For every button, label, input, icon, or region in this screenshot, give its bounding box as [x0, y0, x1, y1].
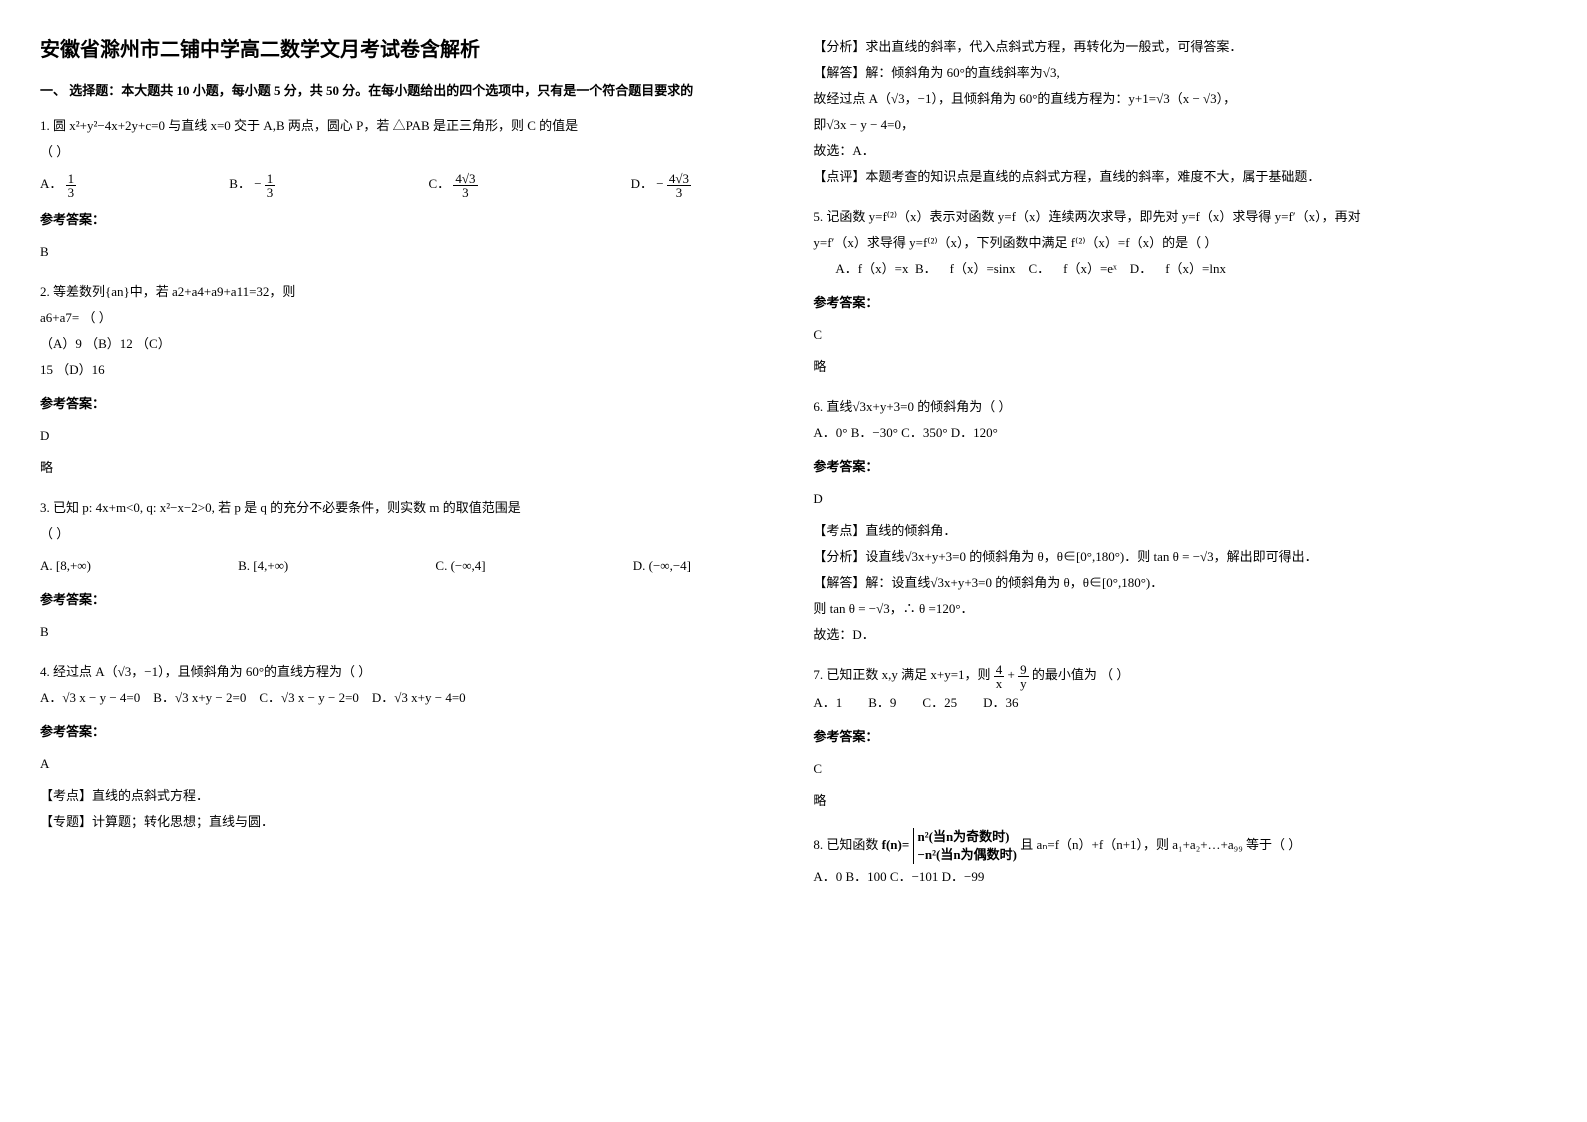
q7-ans-label: 参考答案： [813, 724, 1536, 750]
q7-choice-B: B．9 [868, 695, 896, 710]
q5-lue: 略 [813, 354, 1536, 380]
q3-paren: （ ） [40, 521, 763, 547]
q4-solution: 【分析】求出直线的斜率，代入点斜式方程，再转化为一般式，可得答案． 【解答】解：… [813, 34, 1536, 190]
q2-lue: 略 [40, 455, 763, 481]
question-5: 5. 记函数 y=f⁽²⁾（x）表示对函数 y=f（x）连续两次求导，即先对 y… [813, 204, 1536, 380]
q7-choice-C: C．25 [922, 695, 957, 710]
q1-ans: B [40, 239, 763, 265]
q2-ans: D [40, 423, 763, 449]
q4-stem: 4. 经过点 A（√3，−1），且倾斜角为 60°的直线方程为（ ） [40, 659, 763, 685]
q4-kd: 【考点】直线的点斜式方程． [40, 783, 763, 809]
q1-choices: A． 1 3 B． − 1 3 C． [40, 171, 691, 199]
q7-choice-A: A．1 [813, 695, 842, 710]
q4-ans: A [40, 751, 763, 777]
q8-case2: −n²(当n为偶数时) [918, 846, 1017, 864]
question-1: 1. 圆 x²+y²−4x+2y+c=0 与直线 x=0 交于 A,B 两点，圆… [40, 113, 763, 265]
q5-stem2: y=f′（x）求导得 y=f⁽²⁾（x），下列函数中满足 f⁽²⁾（x）=f（x… [813, 230, 1536, 256]
q6-jd: 【解答】解：设直线√3x+y+3=0 的倾斜角为 θ，θ∈[0°,180°)． [813, 570, 1536, 596]
q2-choices-2: 15 （D）16 [40, 357, 763, 383]
q4-jd: 【解答】解：倾斜角为 60°的直线斜率为√3, [813, 60, 1536, 86]
q7-choice-D: D．36 [983, 695, 1018, 710]
q8-choices: A．0 B．100 C．−101 D．−99 [813, 864, 1536, 890]
q6-kd: 【考点】直线的倾斜角． [813, 518, 1536, 544]
q1-choice-B: B． − 1 3 [229, 171, 275, 199]
q5-stem: 5. 记函数 y=f⁽²⁾（x）表示对函数 y=f（x）连续两次求导，即先对 y… [813, 204, 1536, 230]
question-3: 3. 已知 p: 4x+m<0, q: x²−x−2>0, 若 p 是 q 的充… [40, 495, 763, 645]
right-column: 【分析】求出直线的斜率，代入点斜式方程，再转化为一般式，可得答案． 【解答】解：… [813, 20, 1536, 904]
q1-stem: 1. 圆 x²+y²−4x+2y+c=0 与直线 x=0 交于 A,B 两点，圆… [40, 113, 763, 139]
q7-frac1: 4 x [994, 663, 1005, 690]
q4-choice-A: A．√3 x − y − 4=0 [40, 690, 140, 705]
q1-paren: （ ） [40, 139, 763, 165]
q5-ans: C [813, 322, 1536, 348]
q1-B-frac: 1 3 [265, 172, 276, 199]
q7-ans: C [813, 756, 1536, 782]
q3-stem: 3. 已知 p: 4x+m<0, q: x²−x−2>0, 若 p 是 q 的充… [40, 495, 763, 521]
q8-fn: f(n)= [882, 837, 910, 852]
q3-choices: A. [8,+∞) B. [4,+∞) C. (−∞,4] D. (−∞,−4] [40, 553, 691, 579]
q1-choice-A: A． 1 3 [40, 171, 76, 199]
q2-choices-1: （A）9 （B）12 （C） [40, 331, 763, 357]
q6-stem: 6. 直线√3x+y+3=0 的倾斜角为（ ） [813, 394, 1536, 420]
q4-choice-B: B．√3 x+y − 2=0 [153, 690, 246, 705]
q8-case: n²(当n为奇数时) −n²(当n为偶数时) [913, 828, 1017, 864]
question-2: 2. 等差数列{an}中，若 a2+a4+a9+a11=32，则 a6+a7= … [40, 279, 763, 481]
q4-fx: 【分析】求出直线的斜率，代入点斜式方程，再转化为一般式，可得答案． [813, 34, 1536, 60]
q3-choice-B: B. [4,+∞) [238, 553, 288, 579]
q6-choices: A．0° B．−30° C．350° D．120° [813, 420, 1536, 446]
q4-ans-label: 参考答案： [40, 719, 763, 745]
q1-choice-D: D． − 4√3 3 [631, 171, 691, 199]
q4-jd2: 故经过点 A（√3，−1），且倾斜角为 60°的直线方程为：y+1=√3（x −… [813, 86, 1536, 112]
q4-choice-D: D．√3 x+y − 4=0 [372, 690, 466, 705]
q1-C-frac: 4√3 3 [453, 172, 477, 199]
q1-D-frac: 4√3 3 [667, 172, 691, 199]
question-6: 6. 直线√3x+y+3=0 的倾斜角为（ ） A．0° B．−30° C．35… [813, 394, 1536, 648]
section-1-heading: 一、 选择题：本大题共 10 小题，每小题 5 分，共 50 分。在每小题给出的… [40, 80, 763, 99]
q7-stem: 7. 已知正数 x,y 满足 x+y=1，则 4 x + 9 y 的最小值为 （… [813, 662, 1536, 690]
q8-stem: 8. 已知函数 f(n)= n²(当n为奇数时) −n²(当n为偶数时) 且 a… [813, 828, 1536, 864]
question-4: 4. 经过点 A（√3，−1），且倾斜角为 60°的直线方程为（ ） A．√3 … [40, 659, 763, 835]
question-8: 8. 已知函数 f(n)= n²(当n为奇数时) −n²(当n为偶数时) 且 a… [813, 828, 1536, 890]
q3-choice-C: C. (−∞,4] [435, 553, 485, 579]
q3-ans-label: 参考答案： [40, 587, 763, 613]
q4-choices: A．√3 x − y − 4=0 B．√3 x+y − 2=0 C．√3 x −… [40, 685, 763, 711]
q4-dp: 【点评】本题考查的知识点是直线的点斜式方程，直线的斜率，难度不大，属于基础题． [813, 164, 1536, 190]
q2-ans-label: 参考答案： [40, 391, 763, 417]
q8-case1: n²(当n为奇数时) [918, 828, 1017, 846]
q4-jd4: 故选：A． [813, 138, 1536, 164]
q1-ans-label: 参考答案： [40, 207, 763, 233]
q3-ans: B [40, 619, 763, 645]
page-root: 安徽省滁州市二铺中学高二数学文月考试卷含解析 一、 选择题：本大题共 10 小题… [40, 20, 1547, 904]
q2-stem-a: 2. 等差数列{an}中，若 a2+a4+a9+a11=32，则 [40, 279, 763, 305]
q1-A-frac: 1 3 [66, 172, 77, 199]
q4-zt: 【专题】计算题；转化思想；直线与圆． [40, 809, 763, 835]
exam-title: 安徽省滁州市二铺中学高二数学文月考试卷含解析 [40, 33, 763, 62]
q2-stem-b: a6+a7= （ ） [40, 305, 763, 331]
q3-choice-A: A. [8,+∞) [40, 553, 91, 579]
q6-jd3: 故选：D． [813, 622, 1536, 648]
question-7: 7. 已知正数 x,y 满足 x+y=1，则 4 x + 9 y 的最小值为 （… [813, 662, 1536, 814]
q7-choices: A．1 B．9 C．25 D．36 [813, 690, 1536, 716]
q6-ans: D [813, 486, 1536, 512]
q4-jd3: 即√3x − y − 4=0， [813, 112, 1536, 138]
q7-lue: 略 [813, 788, 1536, 814]
q5-choices: A．f（x）=x B． f（x）=sinx C． f（x）=eˣ D． f（x）… [813, 256, 1536, 282]
q6-ans-label: 参考答案： [813, 454, 1536, 480]
left-column: 安徽省滁州市二铺中学高二数学文月考试卷含解析 一、 选择题：本大题共 10 小题… [40, 20, 763, 904]
q1-choice-C: C． 4√3 3 [428, 171, 477, 199]
q5-ans-label: 参考答案： [813, 290, 1536, 316]
q6-fx: 【分析】设直线√3x+y+3=0 的倾斜角为 θ，θ∈[0°,180°)．则 t… [813, 544, 1536, 570]
q7-frac2: 9 y [1018, 663, 1029, 690]
q4-choice-C: C．√3 x − y − 2=0 [259, 690, 359, 705]
q3-choice-D: D. (−∞,−4] [633, 553, 691, 579]
q6-jd2: 则 tan θ = −√3，∴ θ =120°． [813, 596, 1536, 622]
